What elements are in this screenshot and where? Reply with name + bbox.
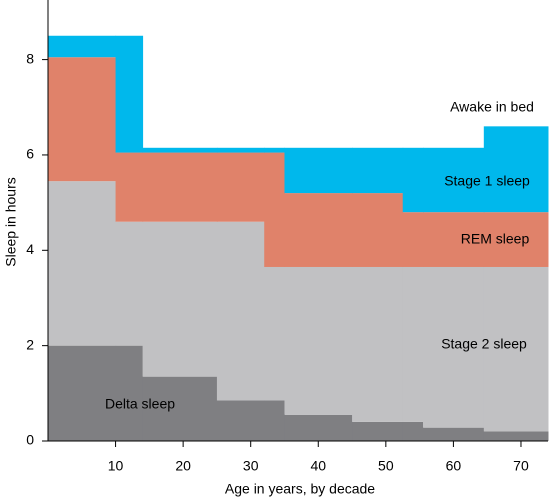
area-segment [423, 427, 485, 441]
area-segment [142, 152, 218, 222]
x-tick-label: 20 [175, 458, 191, 474]
y-axis-label: Sleep in hours [3, 177, 19, 267]
area-segment [264, 147, 285, 153]
area-segment [483, 431, 549, 441]
area-segment [115, 345, 144, 441]
x-tick-label: 40 [310, 458, 326, 474]
x-tick-label: 30 [243, 458, 259, 474]
area-segment [402, 421, 424, 441]
area-segment [483, 266, 549, 432]
area-segment [352, 147, 404, 194]
annotation: Awake in bed [450, 99, 534, 115]
area-segment [483, 212, 549, 267]
area-segment [352, 193, 404, 267]
x-tick-label: 60 [446, 458, 462, 474]
area-segment [216, 400, 265, 441]
area-segment [142, 376, 218, 441]
area-segment [423, 212, 485, 267]
y-tick-label: 8 [26, 50, 34, 66]
area-segment [264, 152, 285, 267]
area-segment [352, 421, 404, 441]
area-segment [352, 266, 404, 422]
x-tick-label: 70 [513, 458, 529, 474]
area-segment [402, 266, 424, 422]
layer-label: REM sleep [461, 231, 530, 247]
y-tick-label: 6 [26, 146, 34, 162]
area-segment [284, 266, 353, 415]
area-segment [264, 266, 285, 401]
area-segment [264, 400, 285, 441]
area-segment [284, 147, 353, 194]
y-tick-label: 0 [26, 432, 34, 448]
area-segment [48, 57, 117, 182]
area-segment [115, 221, 144, 346]
area-segment [402, 147, 424, 213]
area-segment [402, 212, 424, 267]
area-segment [284, 193, 353, 267]
y-tick-label: 4 [26, 241, 34, 257]
area-segment [216, 152, 265, 222]
area-segment [423, 147, 485, 213]
area-segment [284, 414, 353, 441]
x-tick-label: 50 [378, 458, 394, 474]
area-segment [48, 345, 117, 441]
area-segment [142, 221, 218, 377]
x-axis-label: Age in years, by decade [225, 481, 375, 497]
area-segment [483, 126, 549, 213]
layer-label: Stage 1 sleep [444, 173, 530, 189]
area-segment [115, 152, 144, 222]
area-segment [48, 181, 117, 346]
layer-label: Stage 2 sleep [441, 336, 527, 352]
layer-label: Delta sleep [105, 396, 175, 412]
x-tick-label: 10 [108, 458, 124, 474]
area-segment [115, 35, 144, 153]
area-segment [423, 266, 485, 428]
area-segment [48, 35, 117, 58]
y-tick-label: 2 [26, 336, 34, 352]
area-segment [216, 147, 265, 153]
area-segment [216, 221, 265, 401]
area-segment [142, 147, 218, 153]
